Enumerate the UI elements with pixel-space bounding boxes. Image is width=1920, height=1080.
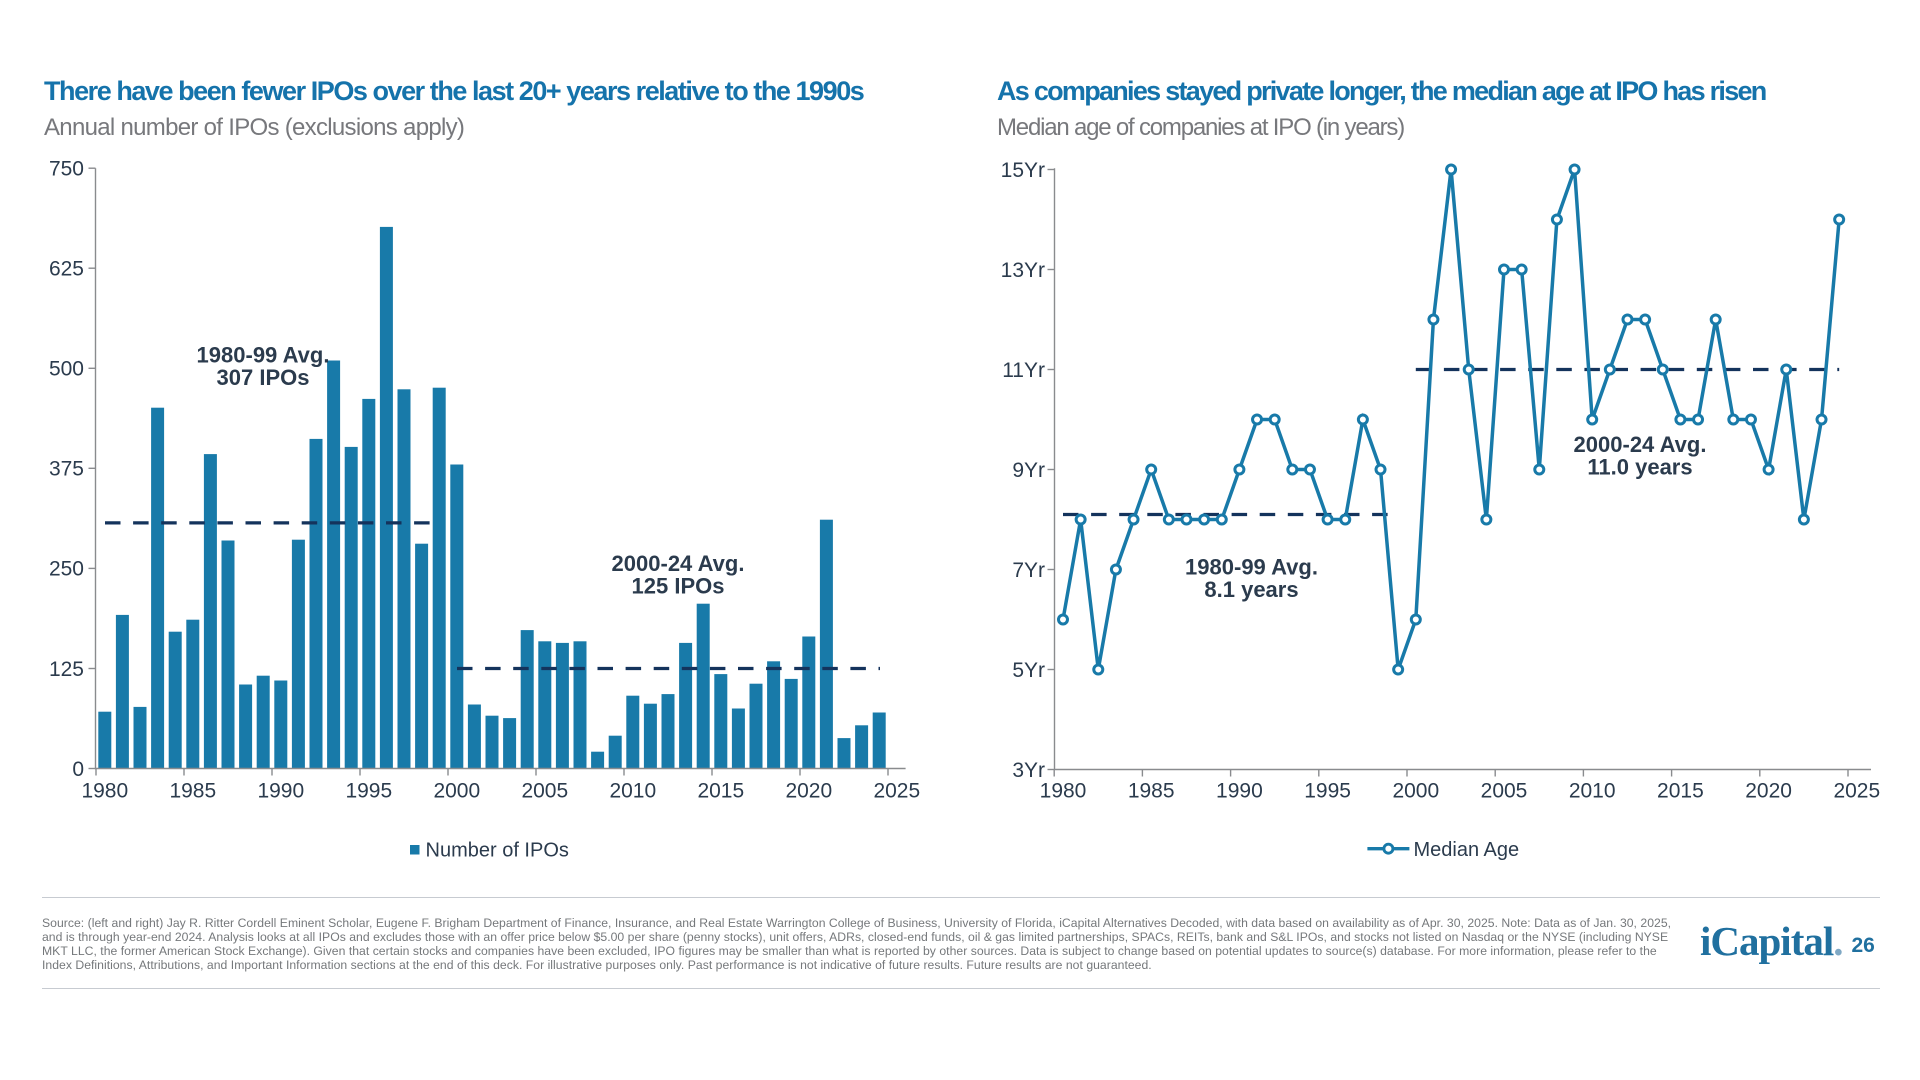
- svg-text:11Yr: 11Yr: [1002, 359, 1045, 382]
- svg-text:8.1 years: 8.1 years: [1204, 577, 1298, 602]
- svg-text:0: 0: [72, 758, 84, 781]
- svg-text:2005: 2005: [1481, 780, 1528, 803]
- svg-text:1990: 1990: [257, 780, 304, 803]
- svg-text:15Yr: 15Yr: [1001, 159, 1045, 182]
- svg-text:2000-24 Avg.: 2000-24 Avg.: [1574, 432, 1707, 457]
- svg-text:2000-24 Avg.: 2000-24 Avg.: [612, 551, 745, 576]
- svg-text:2000: 2000: [1392, 780, 1439, 803]
- svg-text:2025: 2025: [873, 780, 920, 803]
- svg-text:2015: 2015: [1657, 780, 1704, 803]
- svg-text:1980-99 Avg.: 1980-99 Avg.: [197, 343, 330, 368]
- svg-text:2000: 2000: [433, 780, 480, 803]
- svg-text:1980: 1980: [81, 780, 128, 803]
- svg-text:375: 375: [49, 458, 84, 481]
- svg-text:1990: 1990: [1216, 780, 1263, 803]
- svg-text:13Yr: 13Yr: [1001, 259, 1045, 282]
- svg-text:1985: 1985: [1128, 780, 1175, 803]
- svg-text:1980: 1980: [1040, 780, 1087, 803]
- svg-text:2025: 2025: [1833, 780, 1880, 803]
- svg-text:2005: 2005: [521, 780, 568, 803]
- svg-text:1995: 1995: [345, 780, 392, 803]
- svg-text:11.0 years: 11.0 years: [1587, 455, 1692, 480]
- svg-text:2020: 2020: [785, 780, 832, 803]
- svg-text:750: 750: [49, 158, 84, 181]
- svg-text:2010: 2010: [609, 780, 656, 803]
- svg-text:1985: 1985: [169, 780, 216, 803]
- svg-text:2010: 2010: [1569, 780, 1616, 803]
- svg-text:5Yr: 5Yr: [1012, 659, 1045, 682]
- svg-text:307 IPOs: 307 IPOs: [217, 365, 310, 390]
- svg-text:Median Age: Median Age: [1414, 839, 1520, 861]
- svg-text:2020: 2020: [1745, 780, 1792, 803]
- svg-text:7Yr: 7Yr: [1012, 559, 1045, 582]
- svg-text:250: 250: [49, 558, 84, 581]
- svg-text:1980-99 Avg.: 1980-99 Avg.: [1185, 555, 1318, 580]
- svg-text:125 IPOs: 125 IPOs: [632, 574, 725, 599]
- svg-text:1995: 1995: [1304, 780, 1351, 803]
- svg-text:3Yr: 3Yr: [1012, 759, 1045, 782]
- svg-text:2015: 2015: [697, 780, 744, 803]
- svg-text:500: 500: [49, 358, 84, 381]
- svg-text:125: 125: [49, 658, 84, 681]
- svg-text:9Yr: 9Yr: [1012, 459, 1045, 482]
- svg-text:625: 625: [49, 258, 84, 281]
- svg-text:Number of IPOs: Number of IPOs: [426, 840, 569, 862]
